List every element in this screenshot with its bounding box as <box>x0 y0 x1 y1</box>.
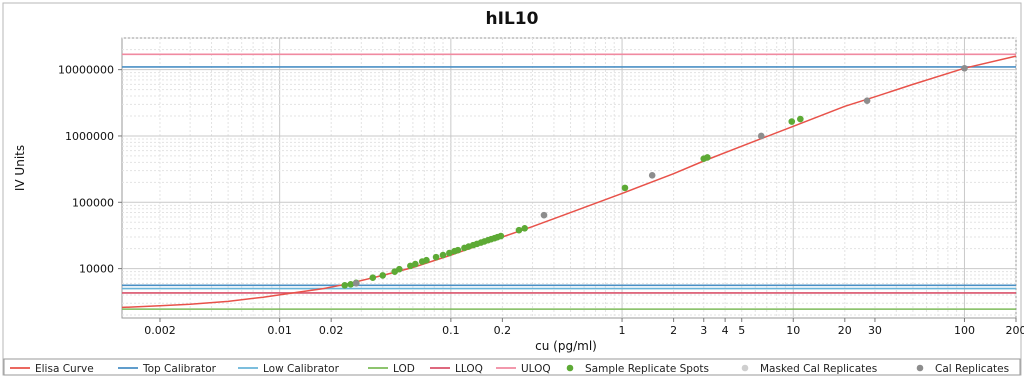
plot-background <box>121 37 1017 319</box>
y-tick-label: 10000 <box>79 263 114 276</box>
cal-replicates-legend-label: Cal Replicates <box>935 363 1009 375</box>
x-tick-label: 2 <box>670 324 677 337</box>
sample-replicate-spots-point <box>454 246 462 254</box>
low-calibrator-legend-label: Low Calibrator <box>263 363 340 375</box>
data-points <box>341 64 968 289</box>
chart-legend: Elisa Curve Top Calibrator Low Calibrator L… <box>3 358 1021 376</box>
elisa-curve-legend-label: Elisa Curve <box>35 363 94 375</box>
sample-replicate-spots-point <box>788 118 796 125</box>
sample-replicate-spots-point <box>497 232 505 240</box>
masked-cal-replicates-legend-marker <box>741 364 749 372</box>
x-tick-label: 0.002 <box>144 324 176 337</box>
sample-replicate-spots-point <box>439 251 447 259</box>
grid-lines <box>122 37 1017 318</box>
top-calibrator-legend-label: Top Calibrator <box>142 363 217 375</box>
y-tick-label: 1000000 <box>65 130 114 143</box>
cal-replicates-point <box>352 280 360 287</box>
x-tick-label: 20 <box>838 324 852 337</box>
sample-replicate-spots-point <box>515 226 523 234</box>
masked-cal-replicates-legend-label: Masked Cal Replicates <box>760 363 877 375</box>
lloq-legend-label: LLOQ <box>455 363 483 375</box>
x-tick-label: 0.02 <box>319 324 344 337</box>
sample-replicate-spots-point <box>369 274 377 281</box>
legend-box <box>3 358 1021 376</box>
sample-replicate-spots-point <box>621 184 629 192</box>
x-tick-label: 0.2 <box>494 324 512 337</box>
x-tick-label: 30 <box>868 324 882 337</box>
reference-lines <box>122 53 1016 310</box>
x-tick-label: 1 <box>619 324 626 337</box>
sample-replicate-spots-point <box>396 265 403 273</box>
x-tick-label: 3 <box>700 324 707 337</box>
sample-replicate-spots-point <box>423 256 430 264</box>
y-tick-label: 10000000 <box>58 64 114 77</box>
sample-replicate-spots-legend-marker <box>566 364 574 372</box>
sample-replicate-spots-point <box>341 282 349 289</box>
plot-area <box>121 37 1017 319</box>
cal-replicates-point <box>648 172 656 179</box>
x-tick-label: 4 <box>722 324 729 337</box>
cal-replicates-legend-marker <box>916 364 924 372</box>
sample-replicate-spots-point <box>347 280 354 288</box>
x-axis-label: cu (pg/ml) <box>535 339 597 353</box>
y-axis-label: IV Units <box>13 145 27 191</box>
sample-replicate-spots-point <box>797 115 804 123</box>
y-axis-ticks: 10000 100000 1000000 10000000 <box>58 64 122 276</box>
cal-replicates-point <box>757 132 765 140</box>
sample-replicate-spots-point <box>521 225 529 232</box>
sample-replicate-spots-point <box>407 262 414 270</box>
x-tick-label: 0.01 <box>267 324 292 337</box>
x-tick-label: 100 <box>954 324 975 337</box>
sample-replicate-spots-legend-label: Sample Replicate Spots <box>585 363 709 375</box>
sample-replicate-spots-point <box>432 253 440 261</box>
cal-replicates-point <box>961 64 968 72</box>
uloq-legend-label: ULOQ <box>521 363 551 375</box>
y-tick-label: 100000 <box>72 196 114 209</box>
sample-replicate-spots-point <box>379 272 387 279</box>
cal-replicates-point <box>540 211 548 219</box>
x-tick-label: 0.1 <box>442 324 460 337</box>
sample-replicate-spots-point <box>704 154 711 161</box>
sample-replicate-spots-point <box>446 249 453 257</box>
x-tick-label: 5 <box>738 324 745 337</box>
x-tick-label: 200 <box>1006 324 1024 337</box>
lod-legend-label: LOD <box>393 363 415 375</box>
cal-replicates-point <box>863 97 871 105</box>
x-axis-ticks: 0.002 0.01 0.02 0.1 0.2 1 2 3 4 5 10 20 30 100 200 <box>144 318 1024 337</box>
sample-replicate-spots-point <box>412 260 419 268</box>
chart-title: hIL10 <box>486 9 539 29</box>
x-tick-label: 10 <box>786 324 800 337</box>
